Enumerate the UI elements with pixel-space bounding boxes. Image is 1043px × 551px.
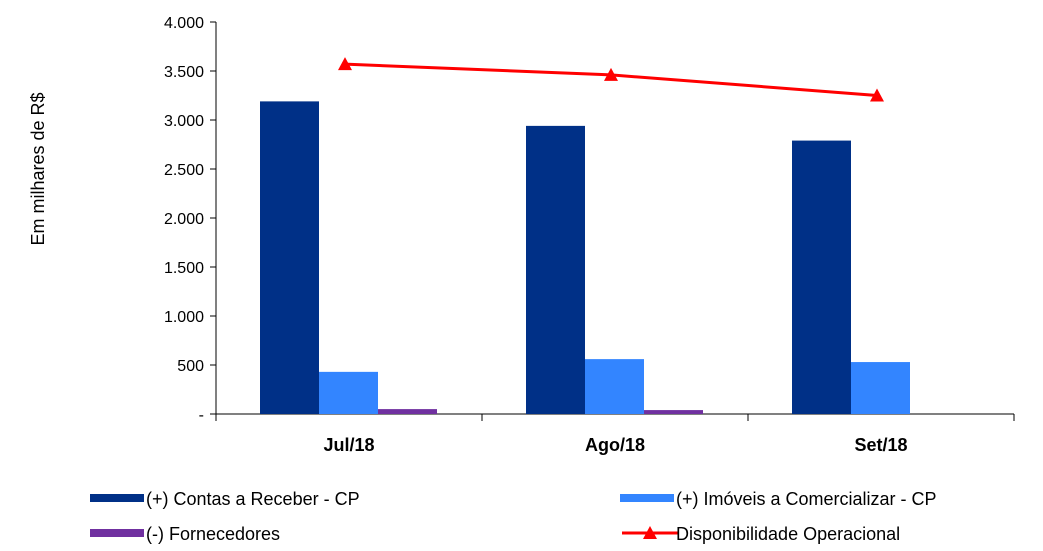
- y-tick-label: 4.000: [164, 15, 204, 32]
- x-tick-label: Set/18: [854, 435, 907, 455]
- bar: [644, 410, 703, 414]
- legend-label: (-) Fornecedores: [146, 524, 280, 544]
- y-tick-label: 500: [177, 358, 204, 375]
- line-point: [338, 57, 352, 71]
- bar: [585, 359, 644, 414]
- x-tick-label: Jul/18: [323, 435, 374, 455]
- x-axis: Jul/18 Ago/18 Set/18: [215, 413, 1015, 455]
- bar: [851, 362, 910, 414]
- y-tick-label: 2.000: [164, 211, 204, 228]
- y-tick-label: 1.500: [164, 260, 204, 277]
- bar: [319, 371, 378, 414]
- bar: [378, 409, 437, 414]
- y-axis: - 500 1.000 1.500 2.000 2.500 3.000 3.500 4.000: [164, 15, 217, 424]
- line-point: [870, 88, 884, 102]
- legend-marker: [643, 526, 657, 539]
- bar: [792, 140, 851, 414]
- x-tick-label: Ago/18: [585, 435, 645, 455]
- y-tick-label: 3.500: [164, 64, 204, 81]
- legend-label: Disponibilidade Operacional: [676, 524, 900, 544]
- bar: [526, 125, 585, 414]
- legend: (+) Contas a Receber - CP (+) Imóveis a C…: [90, 489, 937, 544]
- legend-swatch: [620, 494, 674, 502]
- legend-label: (+) Imóveis a Comercializar - CP: [676, 489, 937, 509]
- legend-label: (+) Contas a Receber - CP: [146, 489, 360, 509]
- line-point: [604, 67, 618, 81]
- y-axis-label: Em milhares de R$: [28, 92, 48, 245]
- bar: [260, 101, 319, 414]
- line-series: [338, 57, 884, 102]
- bars: [260, 101, 910, 414]
- legend-swatch: [90, 494, 144, 502]
- legend-swatch: [90, 529, 144, 537]
- y-tick-label: 2.500: [164, 162, 204, 179]
- y-tick-label: 1.000: [164, 309, 204, 326]
- y-tick-label: 3.000: [164, 113, 204, 130]
- y-tick-label: -: [199, 407, 204, 424]
